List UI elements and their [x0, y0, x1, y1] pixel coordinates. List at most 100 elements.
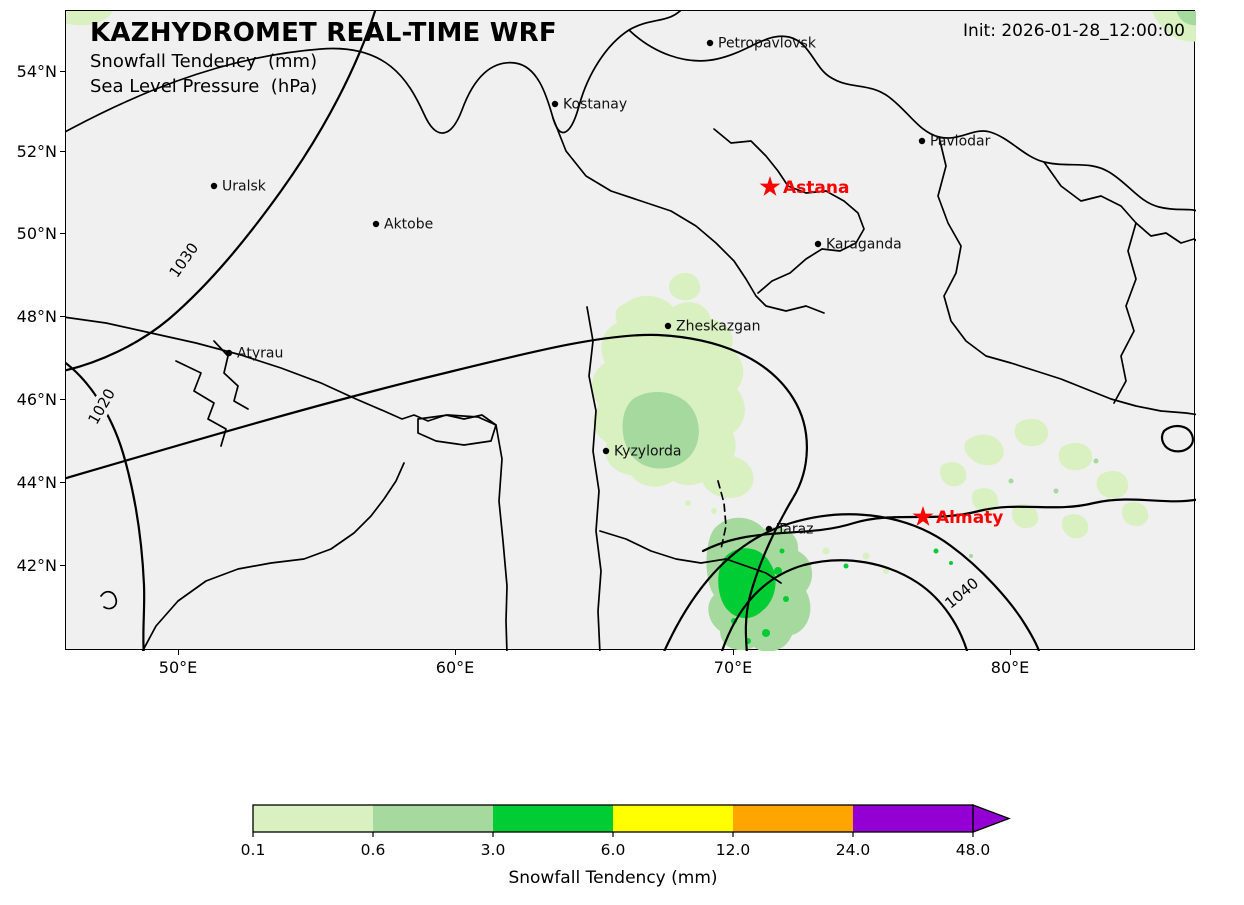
snow-patch-light: [972, 488, 999, 513]
star-icon: [759, 176, 781, 196]
colorbar-segment: [613, 805, 733, 832]
border-line: [713, 128, 865, 294]
city-label: Kyzylorda: [614, 444, 682, 460]
colorbar-axis-label: Snowfall Tendency (mm): [508, 868, 717, 888]
snowfall-shading: [66, 11, 1196, 651]
colorbar-segment: [733, 805, 853, 832]
snow-speckle: [779, 548, 785, 554]
colorbar-tick-label: 48.0: [956, 841, 991, 859]
x-axis-tickmark: [178, 650, 180, 655]
border-line: [417, 414, 497, 446]
snow-patch-medium: [622, 392, 699, 469]
border-line: [717, 480, 727, 550]
capital-label: Almaty: [936, 508, 1003, 528]
snow-speckle: [762, 629, 770, 637]
y-axis-tick-label: 42°N: [16, 556, 57, 575]
y-axis-tick-label: 50°N: [16, 224, 57, 243]
colorbar-segment: [253, 805, 373, 832]
snow-patch-light: [669, 272, 701, 301]
snow-patch-light: [1058, 442, 1093, 471]
subtitle-pressure: Sea Level Pressure (hPa): [90, 76, 318, 97]
title-block: KAZHYDROMET REAL-TIME WRF Snowfall Tende…: [90, 17, 557, 99]
city-label: Pavlodar: [930, 134, 991, 150]
country-borders: [66, 11, 1196, 651]
colorbar-tick-label: 24.0: [836, 841, 871, 859]
colorbar-extend-arrow: [972, 804, 1011, 833]
border-line: [1113, 222, 1137, 404]
snow-patch-light: [1012, 504, 1039, 529]
isobar-1040-outer: [663, 513, 1041, 651]
snow-patch-light: [699, 454, 754, 499]
snow-patch-light: [1096, 470, 1129, 499]
city-dot: [602, 447, 610, 455]
snow-speckle: [685, 500, 691, 506]
isobar-1030: [66, 11, 377, 372]
y-axis-tickmark: [60, 151, 65, 153]
snow-patch-light: [940, 462, 967, 487]
x-axis-tick-label: 60°E: [435, 658, 475, 677]
snow-speckle: [862, 552, 870, 560]
y-axis-tickmark: [60, 71, 65, 73]
city-marker: Taraz: [765, 522, 814, 538]
y-axis-tick-label: 44°N: [16, 473, 57, 492]
snow-speckle: [711, 508, 717, 514]
isobar-value-label: 1030: [166, 239, 203, 281]
isobar-1040-inner: [720, 559, 969, 651]
y-axis-tickmark: [60, 233, 65, 235]
city-label: Zheskazgan: [676, 319, 761, 335]
init-timestamp: Init: 2026-01-28_12:00:00: [963, 21, 1185, 41]
city-dot: [372, 220, 380, 228]
city-marker: Uralsk: [210, 179, 267, 195]
map-plot: 1030 1020 1040 Petropavlovsk Kostanay Pa…: [65, 10, 1196, 651]
city-dot: [664, 322, 672, 330]
snow-speckle: [1093, 458, 1099, 464]
city-marker: Aktobe: [372, 217, 433, 233]
colorbar-segment: [373, 805, 493, 832]
city-label: Karaganda: [826, 237, 902, 253]
snow-speckle: [949, 561, 953, 565]
snow-patch-light: [1014, 418, 1049, 447]
city-marker: Kyzylorda: [602, 444, 682, 460]
border-line: [213, 340, 249, 410]
city-marker: Kostanay: [551, 97, 627, 113]
snow-patch-light: [1122, 502, 1149, 527]
x-axis-tickmark: [1010, 650, 1012, 655]
city-label: Atyrau: [237, 346, 283, 362]
city-dot: [706, 39, 714, 47]
snow-speckle: [883, 568, 889, 574]
snow-patch-light: [964, 434, 1004, 466]
y-axis-tick-label: 48°N: [16, 307, 57, 326]
colorbar-segment: [853, 805, 973, 832]
isobar-value-label: 1040: [941, 574, 982, 612]
y-axis-tick-label: 54°N: [16, 62, 57, 81]
city-marker: Zheskazgan: [664, 319, 761, 335]
city-dot: [210, 182, 218, 190]
city-dot: [225, 349, 233, 357]
y-axis-tick-label: 46°N: [16, 390, 57, 409]
snow-speckle: [774, 567, 782, 575]
x-axis-tick-label: 50°E: [158, 658, 198, 677]
y-axis-tickmark: [60, 565, 65, 567]
city-label: Taraz: [776, 522, 814, 538]
capital-marker-astana: Astana: [759, 176, 849, 198]
border-line: [66, 316, 508, 651]
city-label: Petropavlovsk: [718, 36, 817, 52]
snow-speckle: [1008, 478, 1014, 484]
page-title: KAZHYDROMET REAL-TIME WRF: [90, 18, 557, 48]
colorbar-segment: [493, 805, 613, 832]
colorbar-tick-label: 6.0: [601, 841, 626, 859]
isobar-1030: [66, 333, 808, 651]
border-line: [141, 462, 405, 651]
snow-speckle: [933, 548, 939, 554]
x-axis-tick-label: 70°E: [713, 658, 753, 677]
border-line: [599, 530, 782, 584]
border-line: [937, 136, 1196, 416]
city-marker: Karaganda: [814, 237, 902, 253]
x-axis-tick-label: 80°E: [990, 658, 1030, 677]
snow-speckle: [783, 596, 789, 602]
border-line: [586, 306, 602, 651]
snow-speckle: [843, 563, 849, 569]
star-icon: [912, 506, 934, 526]
city-marker: Petropavlovsk: [706, 36, 817, 52]
